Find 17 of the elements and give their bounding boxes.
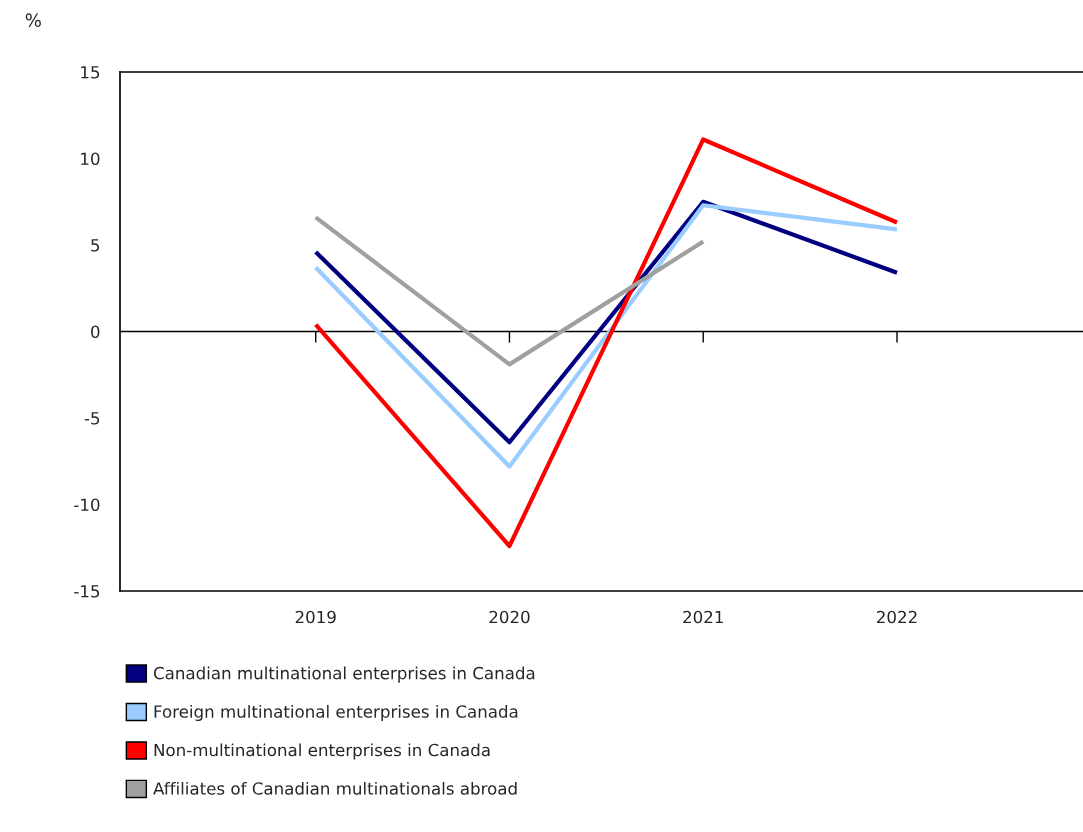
y-tick-label: 0: [91, 325, 100, 339]
y-tick-label: -5: [84, 412, 100, 425]
x-tick-label: 2021: [683, 610, 723, 624]
legend-label: Foreign multinational enterprises in Canada: [154, 704, 518, 722]
line-series: [313, 137, 900, 549]
legend-label: Non-multinational enterprises in Canada: [154, 743, 490, 760]
y-tick-label: -15: [74, 585, 100, 598]
y-tick-label: 15: [81, 66, 100, 79]
x-tick-label: 2019: [295, 610, 336, 624]
y-tick-label: 10: [81, 152, 100, 166]
y-tick-label: -10: [74, 498, 100, 512]
x-tick-label: 2022: [877, 610, 917, 624]
legend-label: Affiliates of Canadian multinationals abroad: [153, 781, 517, 795]
y-tick-label: 5: [91, 239, 100, 252]
legend-label: Canadian multinational enterprises in Canada: [153, 666, 535, 683]
x-tick-label: 2020: [489, 610, 530, 624]
y-axis-title: %: [25, 13, 41, 27]
